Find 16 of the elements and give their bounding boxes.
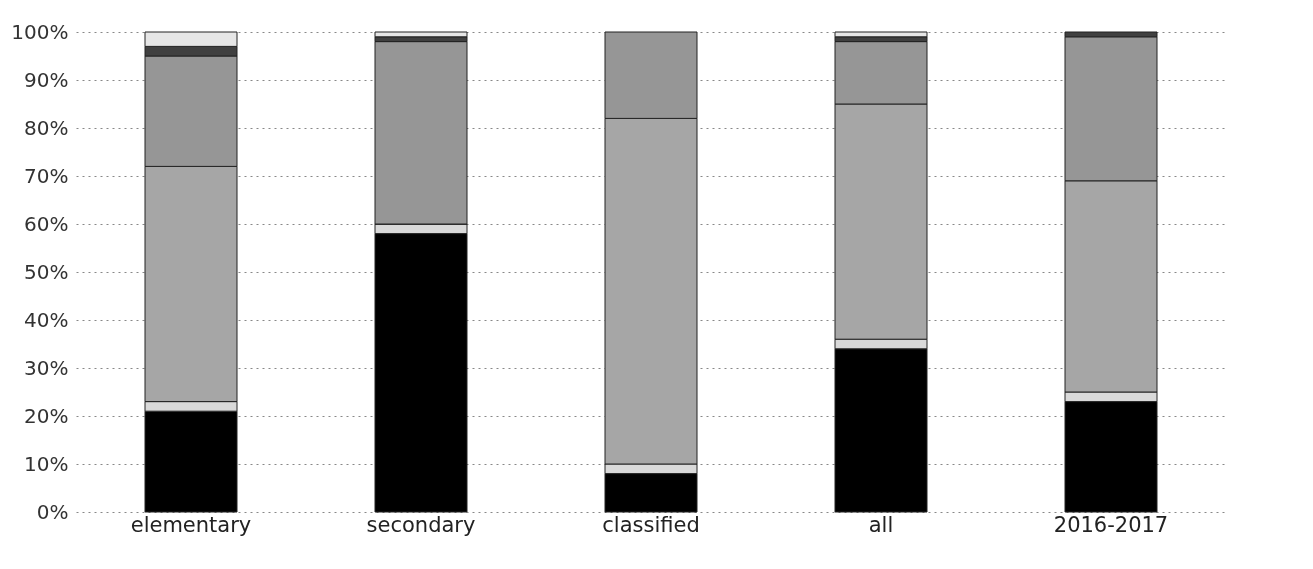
y-tick-label: 10% bbox=[24, 451, 69, 476]
y-tick-label: 90% bbox=[24, 67, 69, 92]
y-tick-label: 60% bbox=[24, 211, 69, 236]
y-tick-label: 80% bbox=[24, 115, 69, 140]
y-tick-label: 100% bbox=[11, 19, 69, 44]
x-tick-label: all bbox=[868, 512, 894, 537]
x-tick-label: elementary bbox=[130, 512, 252, 537]
y-tick-label: 0% bbox=[36, 499, 69, 524]
x-tick-label: secondary bbox=[366, 512, 476, 537]
x-tick-label: 2016-2017 bbox=[1053, 512, 1169, 537]
y-tick-label: 30% bbox=[24, 355, 69, 380]
y-tick-label: 50% bbox=[24, 259, 69, 284]
y-tick-label: 70% bbox=[24, 163, 69, 188]
x-tick-label: classified bbox=[602, 512, 700, 537]
y-tick-label: 20% bbox=[24, 403, 69, 428]
y-tick-label: 40% bbox=[24, 307, 69, 332]
